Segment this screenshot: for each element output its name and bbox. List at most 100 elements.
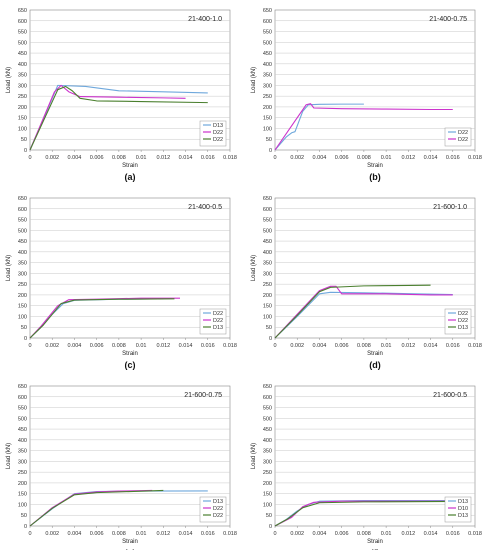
x-tick-label: 0.004 [313, 155, 327, 161]
y-tick-label: 650 [263, 8, 272, 14]
x-axis-label: Strain [122, 351, 138, 357]
x-tick-label: 0.008 [112, 531, 126, 537]
y-tick-label: 0 [24, 336, 27, 342]
x-tick-label: 0.012 [401, 343, 415, 349]
series-line [29, 489, 164, 527]
y-tick-label: 350 [263, 449, 272, 455]
x-tick-label: 0 [28, 343, 31, 349]
x-axis-label: Strain [122, 163, 138, 169]
plot-area [274, 385, 476, 527]
y-tick-label: 300 [263, 271, 272, 277]
plot-area [29, 385, 231, 527]
y-tick-label: 100 [18, 126, 27, 132]
x-tick-label: 0.006 [90, 531, 104, 537]
x-tick-label: 0.01 [136, 343, 147, 349]
x-tick-label: 0.016 [446, 531, 460, 537]
legend-label: D22 [213, 311, 223, 317]
x-tick-label: 0.002 [290, 531, 304, 537]
chart-panel: 0 50 100 150 200 250 300 350 400 450 500 550 600 650 0… [251, 384, 482, 550]
y-axis-label: Load (kN) [251, 255, 257, 281]
chart-panel: 0 50 100 150 200 250 300 350 400 450 500 550 600 650 0… [251, 8, 482, 182]
legend-label: D13 [213, 325, 223, 331]
x-tick-label: 0.012 [156, 531, 170, 537]
plot-area [29, 9, 231, 151]
x-tick-label: 0.014 [179, 155, 193, 161]
legend-label: D22 [213, 506, 223, 512]
y-tick-label: 550 [18, 406, 27, 412]
y-tick-label: 150 [263, 492, 272, 498]
legend-label: D13 [458, 325, 468, 331]
y-tick-label: 400 [263, 62, 272, 68]
panel-title: 21-400-0.5 [188, 204, 222, 211]
y-tick-label: 350 [18, 449, 27, 455]
y-tick-label: 500 [18, 40, 27, 46]
x-tick-label: 0.016 [201, 531, 215, 537]
legend-label: D22 [213, 513, 223, 519]
plot-area [274, 9, 476, 151]
y-tick-label: 450 [263, 239, 272, 245]
legend-label: D13 [458, 513, 468, 519]
legend-label: D22 [213, 130, 223, 136]
panel-caption: (b) [369, 172, 381, 182]
x-tick-label: 0.018 [468, 531, 482, 537]
x-tick-label: 0.008 [112, 155, 126, 161]
legend-label: D22 [458, 311, 468, 317]
y-tick-label: 550 [263, 30, 272, 36]
y-tick-label: 600 [263, 207, 272, 213]
x-tick-label: 0.018 [468, 343, 482, 349]
x-tick-label: 0.018 [223, 343, 237, 349]
legend-label: D22 [458, 318, 468, 324]
x-tick-label: 0.004 [68, 343, 82, 349]
y-tick-label: 150 [18, 116, 27, 122]
y-tick-label: 50 [21, 325, 27, 331]
y-tick-label: 500 [263, 228, 272, 234]
x-tick-label: 0 [273, 343, 276, 349]
legend-label: D22 [213, 137, 223, 143]
y-tick-label: 600 [263, 19, 272, 25]
x-tick-label: 0.012 [156, 343, 170, 349]
panel-caption: (d) [369, 360, 381, 370]
x-tick-label: 0.008 [112, 343, 126, 349]
y-tick-label: 350 [263, 261, 272, 267]
y-tick-label: 200 [18, 293, 27, 299]
y-tick-label: 450 [18, 239, 27, 245]
x-tick-label: 0.014 [179, 343, 193, 349]
y-tick-label: 500 [18, 228, 27, 234]
x-tick-label: 0.002 [45, 343, 59, 349]
x-tick-label: 0.01 [136, 531, 147, 537]
legend-label: D22 [213, 318, 223, 324]
x-tick-label: 0.012 [401, 155, 415, 161]
x-tick-label: 0.01 [381, 155, 392, 161]
y-tick-label: 200 [263, 105, 272, 111]
y-tick-label: 250 [263, 94, 272, 100]
y-axis-label: Load (kN) [251, 443, 257, 469]
x-tick-label: 0.01 [136, 155, 147, 161]
panel-title: 21-600-0.75 [184, 392, 222, 399]
y-tick-label: 250 [263, 282, 272, 288]
series-line [29, 297, 180, 339]
panel-title: 21-400-0.75 [429, 16, 467, 23]
x-tick-label: 0.004 [68, 531, 82, 537]
y-tick-label: 450 [18, 427, 27, 433]
x-tick-label: 0.016 [446, 343, 460, 349]
y-tick-label: 50 [266, 325, 272, 331]
y-tick-label: 0 [269, 336, 272, 342]
y-axis-label: Load (kN) [6, 255, 12, 281]
y-tick-label: 450 [263, 51, 272, 57]
legend-label: D10 [458, 506, 468, 512]
y-axis-label: Load (kN) [251, 67, 257, 93]
y-tick-label: 150 [263, 116, 272, 122]
y-tick-label: 50 [266, 513, 272, 519]
y-tick-label: 550 [18, 30, 27, 36]
series-line [274, 103, 364, 151]
chart-panel: 0 50 100 150 200 250 300 350 400 450 500 550 600 650 0… [6, 196, 237, 370]
y-tick-label: 550 [263, 218, 272, 224]
y-tick-label: 200 [18, 105, 27, 111]
y-tick-label: 500 [18, 416, 27, 422]
panel-caption: (c) [125, 360, 136, 370]
legend-label: D13 [213, 123, 223, 129]
panel-caption: (f) [371, 548, 380, 550]
y-tick-label: 600 [18, 19, 27, 25]
y-tick-label: 50 [21, 513, 27, 519]
y-tick-label: 400 [18, 250, 27, 256]
